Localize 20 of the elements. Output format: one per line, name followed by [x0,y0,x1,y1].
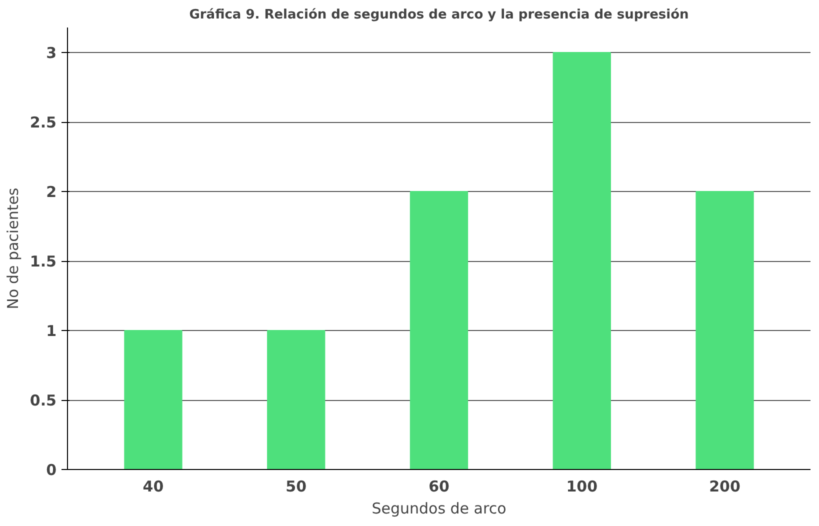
bar [696,191,754,470]
x-tick-label: 100 [566,478,598,496]
bar [552,52,611,470]
x-tick-label: 40 [142,478,164,496]
bar [410,191,468,470]
y-tick-label: 2.5 [30,114,57,132]
y-tick-label: 2 [46,183,56,202]
x-axis-title: Segundos de arco [372,500,506,518]
y-tick-label: 3 [46,44,56,62]
x-tick-label: 50 [286,478,307,496]
bar [267,330,326,470]
x-tick-label: 60 [428,478,450,496]
x-tick-label: 200 [709,478,740,496]
chart-title: Gráfica 9. Relación de segundos de arco y la presencia de supresión [189,8,689,22]
y-tick-label: 0 [46,461,56,479]
y-tick-label: 0.5 [30,392,57,410]
y-tick-label: 1 [46,322,56,340]
y-axis-title: No de pacientes [4,188,22,310]
bar [124,330,182,470]
y-tick-label: 1.5 [30,252,57,271]
